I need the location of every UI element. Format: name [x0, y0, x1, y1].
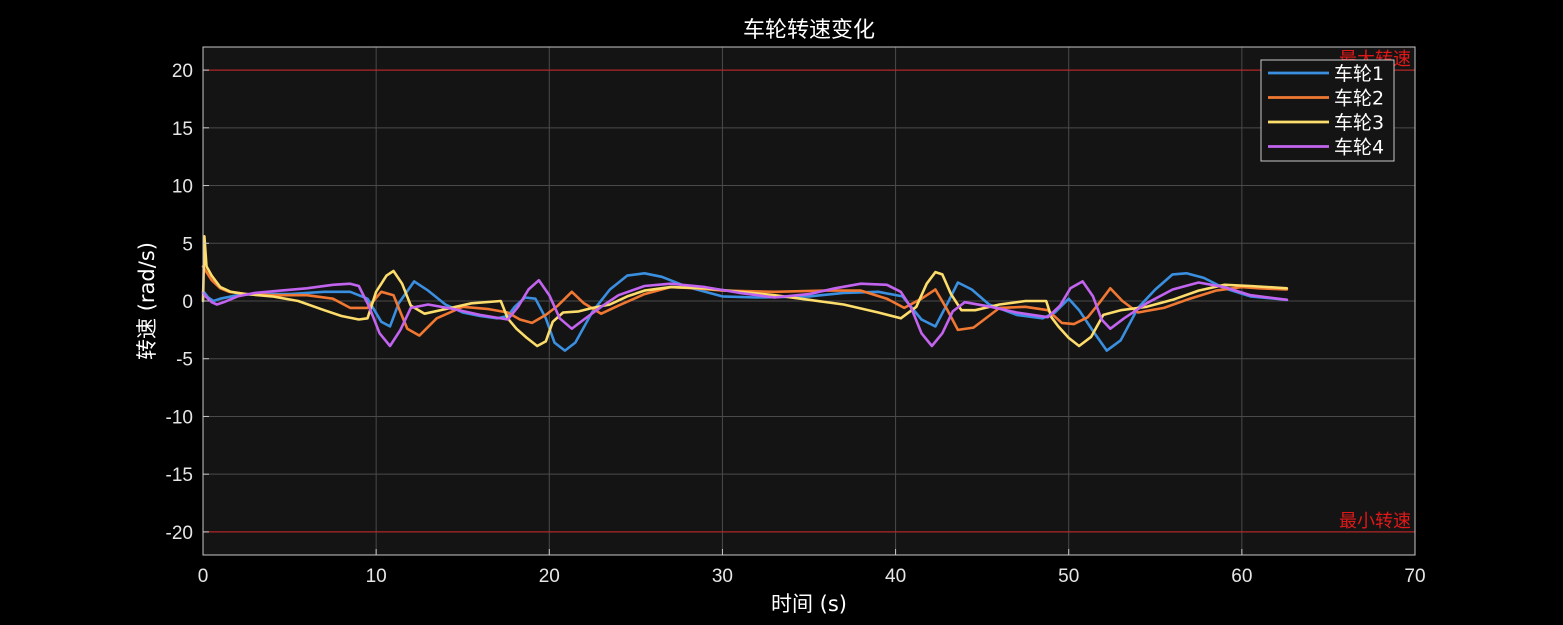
- y-tick-label: 15: [172, 119, 193, 140]
- series-line-wheel-3: [201, 235, 1289, 348]
- legend-label: 车轮1: [1334, 63, 1384, 85]
- y-tick-label: 0: [182, 292, 193, 313]
- series-line-wheel-1: [201, 272, 1289, 352]
- y-tick-label: 20: [172, 61, 193, 82]
- y-tick-label: -10: [166, 407, 193, 428]
- legend-box: [1260, 59, 1395, 162]
- x-axis-label: 时间 (s): [771, 592, 847, 616]
- tick-labels: 0 10 20 30 40 50 60 70 -20 -15 -10 -5 0 5 10 15 20: [166, 61, 1426, 587]
- x-tick-label: 20: [539, 566, 560, 587]
- x-tick-label: 30: [712, 566, 733, 587]
- y-axis-label: 转速 (rad/s): [135, 242, 159, 360]
- x-tick-label: 70: [1404, 566, 1425, 587]
- y-tick-label: 5: [182, 234, 193, 255]
- chart-title: 车轮转速变化: [743, 18, 875, 43]
- x-tick-label: 50: [1058, 566, 1079, 587]
- x-tick-label: 40: [885, 566, 906, 587]
- y-tick-label: -15: [166, 465, 193, 486]
- x-tick-label: 10: [366, 566, 387, 587]
- series-lines: [201, 235, 1289, 352]
- y-tick-label: -5: [176, 350, 193, 371]
- y-tick-label: -20: [166, 523, 193, 544]
- legend-label: 车轮3: [1334, 112, 1384, 134]
- series-line-wheel-4: [201, 278, 1289, 348]
- legend-label: 车轮4: [1334, 137, 1384, 159]
- reference-line-label: 最小转速: [1339, 511, 1411, 532]
- x-tick-label: 0: [198, 566, 209, 587]
- y-tick-label: 10: [172, 177, 193, 198]
- legend-label: 车轮2: [1334, 88, 1384, 110]
- x-tick-label: 60: [1231, 566, 1252, 587]
